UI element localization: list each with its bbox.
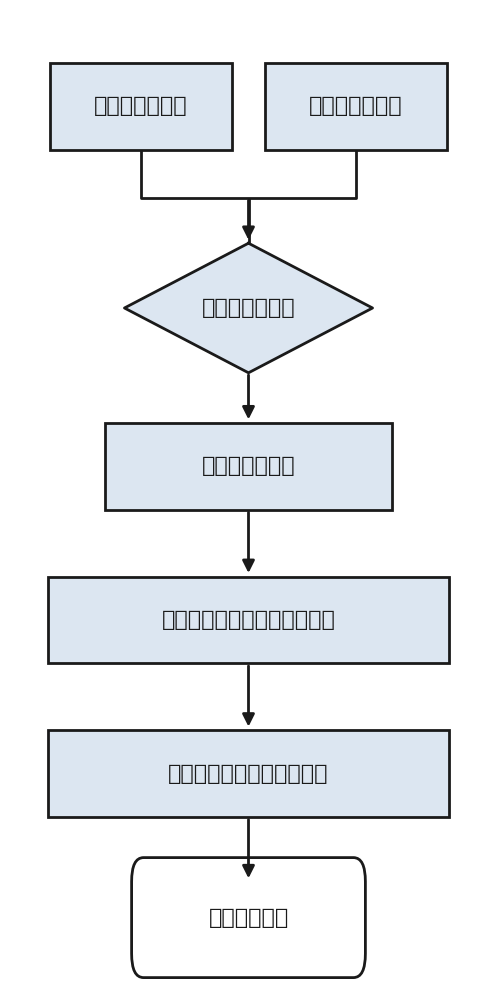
Text: 喷吹流量的计算: 喷吹流量的计算 (309, 96, 403, 116)
FancyBboxPatch shape (48, 730, 449, 817)
FancyBboxPatch shape (51, 63, 232, 150)
Text: 求解方法及运行参数的选择: 求解方法及运行参数的选择 (168, 764, 329, 784)
Text: 模型尺寸的确定: 模型尺寸的确定 (94, 96, 188, 116)
Text: 数学模型的选择: 数学模型的选择 (202, 456, 295, 476)
Text: 结果与后处理: 结果与后处理 (208, 908, 289, 928)
Text: 网格模型的建立: 网格模型的建立 (202, 298, 295, 318)
FancyBboxPatch shape (132, 858, 365, 978)
Polygon shape (124, 243, 373, 373)
FancyBboxPatch shape (265, 63, 446, 150)
Text: 边界条件与初始条件的设置；: 边界条件与初始条件的设置； (162, 610, 335, 630)
FancyBboxPatch shape (105, 423, 392, 510)
FancyBboxPatch shape (48, 577, 449, 663)
